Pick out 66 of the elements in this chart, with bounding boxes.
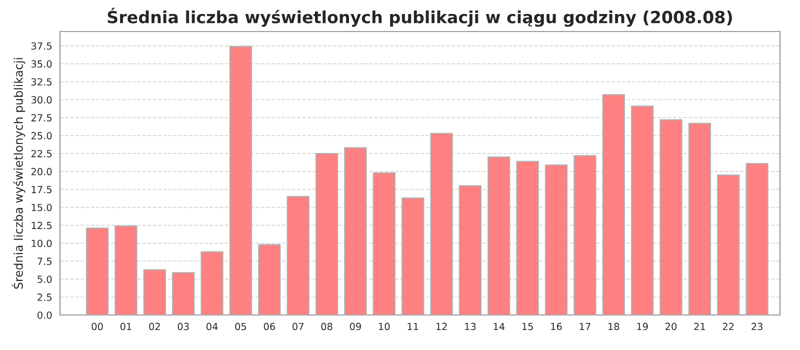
bar: [544, 164, 568, 315]
y-tick-label: 25.0: [31, 132, 52, 140]
x-tick-label: 03: [178, 322, 189, 330]
bar: [488, 156, 510, 315]
y-tick-label: 5.0: [38, 276, 52, 283]
bar: [516, 160, 539, 315]
bar: [574, 155, 596, 315]
y-tick-label: 20.0: [31, 168, 52, 176]
y-tick-label: 0.0: [38, 311, 52, 319]
x-tick-label: 08: [321, 322, 332, 330]
y-tick-label: 30.0: [31, 96, 52, 104]
bar: [344, 147, 367, 315]
x-tick-label: 05: [235, 322, 246, 330]
x-tick-label: 22: [722, 322, 734, 330]
x-tick-label: 04: [206, 322, 218, 330]
bar: [172, 272, 195, 315]
x-tick-label: 12: [436, 322, 447, 330]
bar: [286, 196, 310, 315]
bar: [717, 174, 740, 315]
y-tick-label: 32.5: [31, 78, 52, 86]
x-tick-label: 17: [580, 322, 590, 330]
bar: [746, 163, 768, 315]
bar: [114, 225, 138, 315]
x-tick-label: 09: [350, 322, 361, 330]
x-tick-label: 14: [494, 322, 505, 330]
x-tick-label: 11: [408, 322, 418, 330]
x-tick-label: 01: [120, 322, 132, 330]
y-tick-label: 22.5: [31, 150, 52, 158]
y-tick-label: 10.0: [32, 240, 52, 248]
x-tick-label: 02: [149, 322, 160, 330]
y-tick-label: 2.5: [38, 294, 52, 301]
bar: [631, 106, 654, 315]
x-tick-label: 13: [465, 322, 476, 330]
bar: [458, 185, 482, 315]
y-tick-label: 12.5: [32, 222, 52, 230]
bar: [372, 172, 396, 315]
y-tick-label: 35.0: [31, 60, 52, 68]
y-tick-label: 27.5: [31, 114, 52, 122]
x-tick-label: 23: [752, 322, 762, 330]
bar: [229, 46, 252, 315]
y-tick-label: 15.0: [32, 204, 52, 212]
bar: [602, 94, 625, 315]
x-tick-label: 16: [551, 322, 562, 330]
bar: [430, 132, 453, 315]
x-tick-label: 00: [92, 322, 103, 330]
x-tick-label: 07: [292, 322, 304, 330]
x-tick-label: 10: [379, 322, 390, 330]
bar: [688, 122, 711, 315]
x-tick-label: 18: [608, 322, 620, 330]
bar: [143, 269, 166, 315]
bar: [200, 251, 224, 315]
y-tick-label: 37.5: [31, 42, 52, 50]
bar: [660, 119, 682, 315]
x-tick-label: 15: [522, 322, 533, 330]
y-tick-label: 7.5: [38, 258, 52, 266]
x-tick-label: 20: [666, 322, 677, 330]
bar: [258, 244, 281, 315]
bar: [402, 197, 424, 315]
y-axis-title: Średnia liczba wyświetlonych publikacji: [12, 58, 26, 289]
y-tick-label: 17.5: [32, 186, 52, 194]
chart-title: Średnia liczba wyświetlonych publikacji w ciągu godziny (2008.08): [108, 8, 732, 27]
x-tick-label: 19: [637, 322, 648, 330]
x-tick-label: 06: [264, 322, 275, 330]
bar: [86, 228, 109, 315]
bar: [315, 152, 338, 315]
x-tick-label: 21: [694, 322, 705, 330]
